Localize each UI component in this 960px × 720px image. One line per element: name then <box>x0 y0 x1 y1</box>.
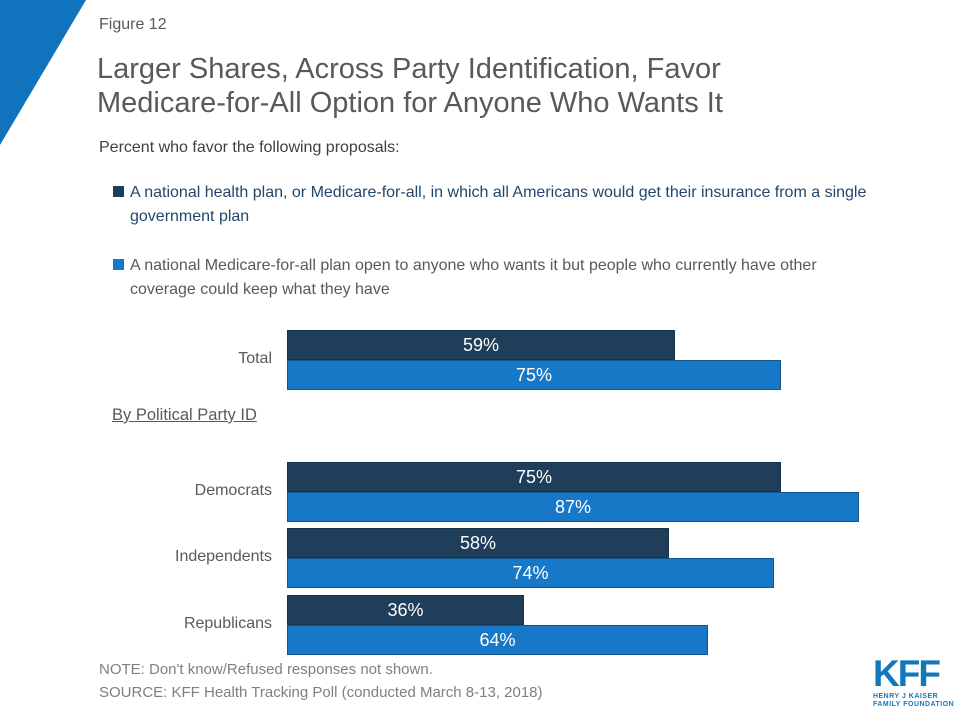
category-label: Independents <box>175 548 272 565</box>
bar-value-label: 58% <box>459 533 497 553</box>
legend-item-label-line1: A national health plan, or Medicare-for-… <box>130 184 867 201</box>
bar-open-to-anyone: 75% <box>287 360 781 390</box>
legend-swatch-dark <box>113 186 124 197</box>
kff-logo: KFF HENRY J KAISER FAMILY FOUNDATION <box>873 653 958 709</box>
legend-item-open-to-anyone: A national Medicare-for-all plan open to… <box>113 254 943 302</box>
bar-value-label: 75% <box>515 365 553 385</box>
table-row: Democrats 75% 87% <box>195 462 947 522</box>
table-row: Republicans 36% 64% <box>184 595 947 655</box>
page-title: Larger Shares, Across Party Identificati… <box>97 52 723 120</box>
bar-single-government-plan: 58% <box>287 528 669 558</box>
page-title-line1: Larger Shares, Across Party Identificati… <box>97 53 721 85</box>
legend-swatch-blue <box>113 259 124 270</box>
bar-value-label: 64% <box>479 630 516 650</box>
category-label: Total <box>238 350 272 367</box>
figure-label: Figure 12 <box>99 16 167 33</box>
bar-single-government-plan: 75% <box>287 462 781 492</box>
category-label: Democrats <box>194 482 272 499</box>
category-label: Republicans <box>183 615 272 632</box>
legend-item-single-government-plan: A national health plan, or Medicare-for-… <box>113 181 943 229</box>
table-row: Independents 58% 74% <box>175 528 947 588</box>
section-label-party-id: By Political Party ID <box>112 406 257 424</box>
legend-item-label-line2: coverage could keep what they have <box>130 281 390 298</box>
bar-value-label: 36% <box>387 600 424 620</box>
chart-subtitle: Percent who favor the following proposal… <box>99 139 400 156</box>
bar-value-label: 87% <box>554 497 592 517</box>
source-text: SOURCE: KFF Health Tracking Poll (conduc… <box>99 684 543 701</box>
bar-open-to-anyone: 87% <box>287 492 859 522</box>
bar-open-to-anyone: 74% <box>287 558 774 588</box>
bar-single-government-plan: 36% <box>287 595 524 625</box>
bar-value-label: 75% <box>515 467 553 487</box>
page-title-line2: Medicare-for-All Option for Anyone Who W… <box>97 87 723 119</box>
note-text: NOTE: Don't know/Refused responses not s… <box>99 661 433 678</box>
bar-open-to-anyone: 64% <box>287 625 708 655</box>
table-row: Total 59% 75% <box>238 330 947 390</box>
bar-single-government-plan: 59% <box>287 330 675 360</box>
bar-value-label: 74% <box>512 563 549 583</box>
bar-value-label: 59% <box>462 335 500 355</box>
kff-logo-tagline-line1: HENRY J KAISER <box>873 693 939 700</box>
kff-logo-tagline: HENRY J KAISER FAMILY FOUNDATION <box>873 693 958 709</box>
legend-item-label-line1: A national Medicare-for-all plan open to… <box>130 257 817 274</box>
kff-logo-tagline-line2: FAMILY FOUNDATION <box>873 701 955 708</box>
legend-item-label-line2: government plan <box>130 208 250 225</box>
kff-logo-acronym: KFF <box>873 653 941 694</box>
corner-accent-triangle <box>0 0 86 145</box>
bar-chart: Total 59% 75% Democrats 75% 87% Independents 58… <box>175 330 947 660</box>
